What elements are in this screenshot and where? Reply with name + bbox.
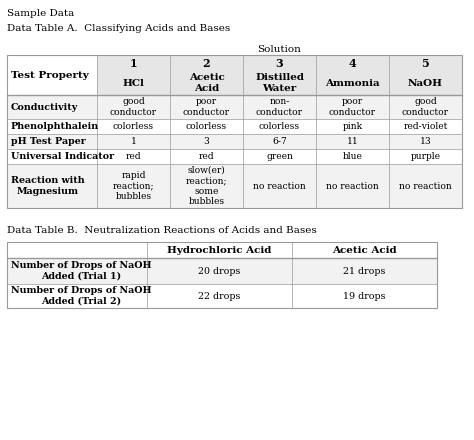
Text: 21 drops: 21 drops [343,267,386,275]
Bar [97,55,462,71]
Text: Solution: Solution [257,44,301,54]
Text: non-
conductor: non- conductor [256,97,303,117]
Text: pH Test Paper: pH Test Paper [11,137,86,146]
Text: Universal Indicator: Universal Indicator [11,152,114,161]
Text: no reaction: no reaction [399,181,452,191]
Text: pink: pink [342,122,363,131]
Text: 13: 13 [419,137,431,146]
Bar [7,95,462,119]
Text: purple: purple [410,152,440,161]
Text: Hydrochloric Acid: Hydrochloric Acid [167,246,272,254]
Text: Sample Data: Sample Data [7,8,74,18]
Text: Number of Drops of NaOH
Added (Trial 2): Number of Drops of NaOH Added (Trial 2) [11,286,152,306]
Text: slow(er)
reaction;
some
bubbles: slow(er) reaction; some bubbles [186,166,228,206]
Text: HCl: HCl [123,78,145,88]
Bar [7,119,462,134]
Text: Ammonia: Ammonia [325,78,380,88]
Text: Acetic
Acid: Acetic Acid [189,73,224,93]
Bar [7,134,462,149]
Text: 1: 1 [130,137,137,146]
Text: 3: 3 [203,137,210,146]
Text: red: red [199,152,214,161]
Text: Phenolphthalein: Phenolphthalein [11,122,99,131]
Text: NaOH: NaOH [408,78,443,88]
Text: blue: blue [343,152,363,161]
Text: 22 drops: 22 drops [198,292,241,301]
Bar [7,164,462,208]
Text: good
conductor: good conductor [110,97,157,117]
Text: 19 drops: 19 drops [343,292,386,301]
Bar [97,71,462,95]
Text: 3: 3 [275,58,283,69]
Text: red-violet: red-violet [403,122,447,131]
Bar [7,284,437,308]
Text: 5: 5 [422,58,429,69]
Text: rapid
reaction;
bubbles: rapid reaction; bubbles [113,171,155,201]
Bar [7,258,437,284]
Text: Data Table A.  Classifying Acids and Bases: Data Table A. Classifying Acids and Base… [7,23,230,33]
Text: green: green [266,152,293,161]
Text: poor
conductor: poor conductor [183,97,230,117]
Text: 6-7: 6-7 [272,137,287,146]
Text: Data Table B.  Neutralization Reactions of Acids and Bases: Data Table B. Neutralization Reactions o… [7,225,317,235]
Text: red: red [126,152,141,161]
Text: Conductivity: Conductivity [11,103,78,111]
Text: Number of Drops of NaOH
Added (Trial 1): Number of Drops of NaOH Added (Trial 1) [11,261,152,281]
Text: colorless: colorless [186,122,227,131]
Text: 11: 11 [346,137,358,146]
Bar [7,149,462,164]
Text: Acetic Acid: Acetic Acid [332,246,397,254]
Text: Test Property: Test Property [11,70,89,80]
Text: 2: 2 [203,58,210,69]
Text: no reaction: no reaction [326,181,379,191]
Text: no reaction: no reaction [253,181,306,191]
Text: colorless: colorless [113,122,154,131]
Bar [7,242,437,308]
Text: 4: 4 [348,58,356,69]
Text: good
conductor: good conductor [402,97,449,117]
Bar [7,55,462,208]
Text: 1: 1 [130,58,137,69]
Text: poor
conductor: poor conductor [329,97,376,117]
Text: Reaction with
Magnesium: Reaction with Magnesium [11,176,85,196]
Text: Distilled
Water: Distilled Water [255,73,304,93]
Text: 20 drops: 20 drops [198,267,241,275]
Text: colorless: colorless [259,122,300,131]
